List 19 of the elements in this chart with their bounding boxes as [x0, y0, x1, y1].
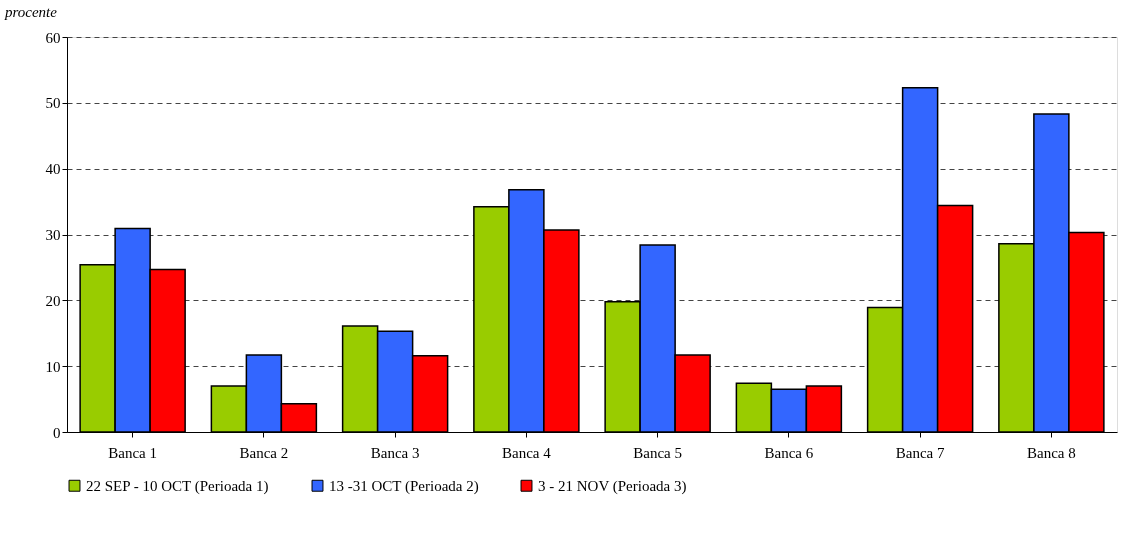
x-tick-label: Banca 1	[108, 444, 157, 461]
y-tick-label: 30	[45, 227, 61, 243]
x-tick-label: Banca 5	[633, 444, 682, 461]
y-tick-label: 10	[45, 358, 61, 375]
x-tick-label: Banca 7	[895, 444, 945, 461]
y-axis-title: procente	[4, 4, 58, 20]
x-tick-label: Banca 3	[370, 444, 420, 461]
x-tick-label: Banca 6	[764, 444, 814, 461]
y-tick-label: 60	[45, 29, 61, 46]
y-tick-label: 20	[45, 292, 61, 309]
x-tick-label: Banca 8	[1027, 444, 1076, 461]
x-tick-label: Banca 4	[502, 444, 552, 461]
x-tick-label: Banca 2	[239, 444, 289, 461]
legend-label: 3 - 21 NOV (Perioada 3)	[538, 477, 687, 495]
y-tick-label: 40	[45, 161, 61, 178]
y-tick-label: 50	[45, 95, 61, 112]
y-tick-label: 0	[53, 424, 61, 441]
legend-label: 22 SEP - 10 OCT (Perioada 1)	[86, 477, 269, 495]
legend-label: 13 -31 OCT (Perioada 2)	[329, 477, 479, 495]
